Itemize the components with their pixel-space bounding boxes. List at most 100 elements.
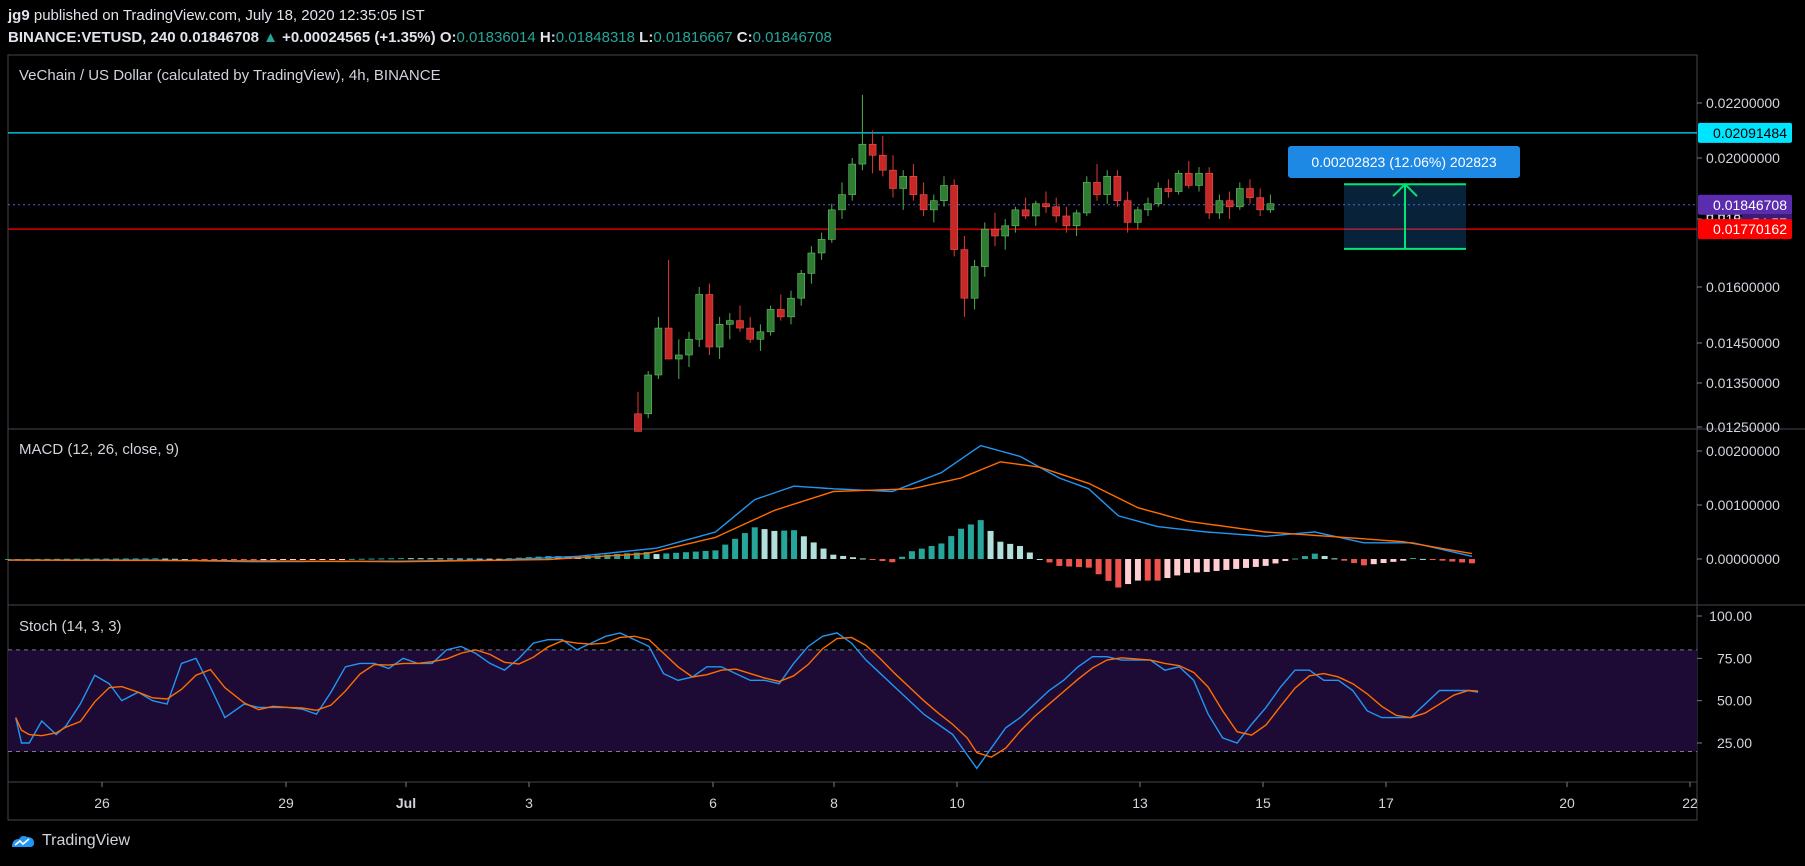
candle — [940, 176, 948, 207]
macd-histogram-bar — [1026, 552, 1033, 559]
candle — [909, 164, 918, 201]
candle-body — [889, 169, 897, 189]
macd-histogram-bar — [201, 559, 208, 560]
stoch-tick-label: 50.00 — [1717, 693, 1752, 709]
macd-histogram-bar — [938, 543, 945, 559]
macd-histogram-bar — [1439, 559, 1446, 561]
candle-body — [848, 163, 857, 195]
tradingview-logo-icon — [12, 835, 34, 847]
candle-body — [838, 194, 846, 211]
macd-histogram-bar — [889, 559, 896, 563]
candle-body — [654, 327, 663, 376]
candle — [878, 136, 887, 177]
candle — [787, 290, 795, 325]
candle-body — [1195, 172, 1203, 186]
price-badges: 0.020914840.018110.0184670854:570.017701… — [1698, 122, 1792, 240]
candle-body — [1123, 200, 1132, 223]
macd-histogram-bar — [604, 554, 611, 559]
macd-histogram-bar — [771, 530, 778, 559]
macd-tick-label: 0.00000000 — [1706, 551, 1780, 567]
candle-body — [766, 309, 775, 333]
candle-body — [787, 297, 795, 318]
macd-histogram-bar — [1203, 559, 1210, 572]
publish-text: published on TradingView.com, July 18, 2… — [29, 7, 425, 24]
price-change: +0.00024565 (+1.35%) — [282, 29, 436, 46]
macd-histogram-bar — [859, 558, 866, 560]
candle — [1205, 167, 1213, 219]
time-tick-label: 13 — [1132, 795, 1148, 811]
candle — [746, 316, 755, 343]
macd-histogram-bar — [1233, 559, 1240, 569]
macd-histogram-bar — [1223, 559, 1230, 570]
macd-histogram-bar — [142, 558, 149, 560]
macd-histogram-bar — [132, 558, 139, 560]
macd-tick-label: 0.00100000 — [1706, 497, 1780, 513]
candle — [827, 203, 836, 243]
macd-histogram-bar — [869, 559, 876, 560]
macd-histogram-bar — [437, 558, 444, 560]
macd-histogram-bar — [93, 558, 100, 560]
horizontal-lines — [8, 132, 1697, 230]
macd-histogram-bar — [761, 529, 768, 559]
candle — [848, 158, 857, 201]
price-tick-label: 0.01600000 — [1706, 279, 1780, 295]
candle-body — [991, 228, 999, 237]
up-arrow-icon: ▲ — [263, 29, 278, 46]
candle-body — [980, 228, 989, 267]
time-tick-label: 20 — [1559, 795, 1575, 811]
macd-histogram-bar — [44, 558, 51, 560]
candle-body — [1164, 188, 1173, 192]
candle-body — [725, 320, 734, 325]
macd-histogram-bar — [456, 558, 463, 560]
macd-histogram-bar — [967, 524, 974, 559]
macd-histogram-bar — [1164, 559, 1171, 579]
stoch-tick-label: 100.00 — [1709, 608, 1752, 624]
candle — [1195, 167, 1203, 192]
macd-histogram-bar — [1301, 556, 1308, 559]
footer-brand[interactable]: TradingView — [42, 832, 131, 849]
candle-body — [1032, 203, 1040, 217]
time-axis-labels: 26 29 Jul 3 6 8 10 13 15 17 20 22 — [94, 782, 1698, 811]
candle — [1011, 206, 1020, 233]
footer: TradingView — [10, 832, 130, 850]
macd-signal-line — [7, 461, 1473, 563]
macd-histogram-bar — [633, 552, 640, 559]
macd-histogram-bar — [181, 559, 188, 560]
macd-histogram-bar — [820, 548, 827, 559]
time-tick-label: 6 — [709, 795, 717, 811]
macd-histogram-bar — [1292, 558, 1299, 560]
candle-body — [634, 413, 642, 432]
macd-indicator — [5, 444, 1475, 588]
candle-body — [1215, 200, 1224, 214]
candle — [1225, 191, 1234, 219]
price-tick-label: 0.01450000 — [1706, 335, 1780, 351]
price-tick-label: 0.01250000 — [1706, 419, 1780, 435]
current-price-badge-box — [1698, 194, 1792, 215]
candle — [1236, 182, 1244, 210]
macd-histogram-bar — [712, 550, 719, 559]
candle-body — [736, 320, 744, 329]
candle — [1113, 170, 1122, 207]
candle-body — [1093, 182, 1101, 195]
macd-histogram-bar — [221, 559, 228, 560]
candle-body — [1225, 200, 1234, 208]
macd-pane-title: MACD (12, 26, close, 9) — [19, 441, 180, 458]
candle-body — [685, 338, 693, 356]
high-label: H: — [539, 29, 556, 46]
candle-body — [695, 294, 704, 340]
macd-histogram-bar — [977, 520, 984, 559]
author[interactable]: jg9 — [8, 7, 30, 24]
macd-histogram-bar — [1321, 555, 1328, 559]
macd-histogram-bar — [653, 554, 660, 559]
stoch-pane-title: Stoch (14, 3, 3) — [19, 618, 122, 635]
macd-histogram-bar — [1469, 559, 1475, 564]
macd-histogram-bar — [250, 559, 257, 561]
macd-histogram-bar — [899, 556, 906, 559]
candle — [807, 246, 816, 284]
candle-body — [674, 354, 683, 360]
support-badge-text: 0.01770162 — [1713, 221, 1787, 237]
macd-histogram-bar — [1370, 559, 1377, 565]
macd-histogram-bar — [997, 541, 1004, 559]
macd-histogram-bar — [1144, 559, 1151, 581]
